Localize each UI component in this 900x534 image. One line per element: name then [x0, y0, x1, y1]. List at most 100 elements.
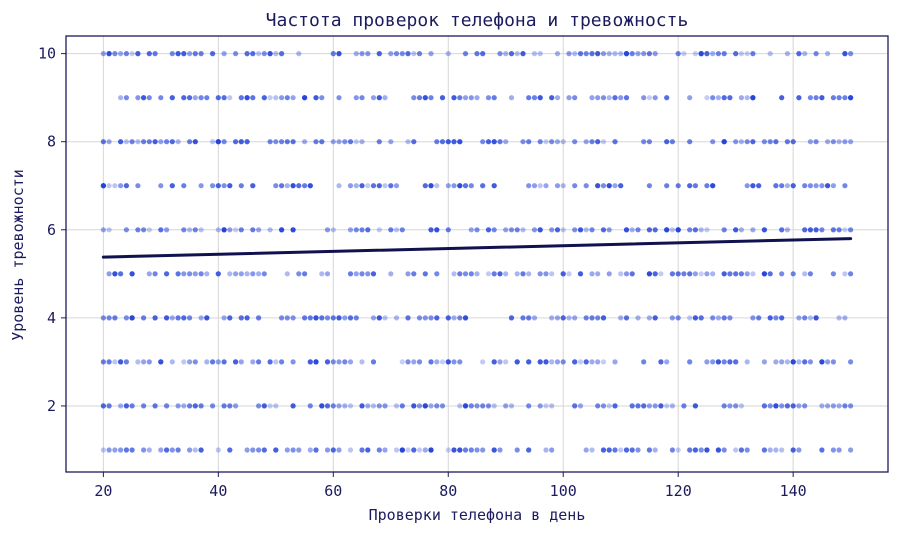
data-point — [508, 403, 515, 409]
data-point — [554, 51, 561, 57]
data-point — [106, 51, 112, 57]
data-point — [549, 139, 555, 145]
data-point — [790, 271, 796, 277]
data-point — [411, 447, 417, 453]
data-point — [807, 359, 814, 365]
data-point — [106, 403, 112, 409]
data-point — [600, 447, 607, 453]
data-point — [779, 95, 785, 101]
data-point — [261, 271, 267, 277]
data-point — [767, 315, 773, 321]
data-point — [635, 227, 641, 233]
data-point — [537, 271, 543, 277]
data-point — [181, 51, 187, 57]
data-point — [612, 95, 618, 101]
data-point — [779, 227, 785, 233]
data-point — [118, 183, 124, 189]
data-point — [141, 95, 147, 101]
data-point — [669, 271, 676, 277]
data-point — [353, 139, 359, 145]
data-point — [526, 359, 532, 365]
data-point — [468, 403, 474, 409]
data-point — [733, 227, 739, 233]
data-point — [491, 227, 497, 233]
data-point — [779, 227, 785, 233]
data-point — [761, 447, 768, 453]
data-point — [669, 403, 676, 409]
data-point — [204, 359, 210, 365]
data-point — [830, 271, 837, 277]
data-point — [807, 227, 814, 233]
data-point — [198, 95, 204, 101]
data-point — [526, 315, 532, 321]
data-point — [158, 227, 164, 233]
data-point — [250, 447, 256, 453]
data-point — [577, 403, 584, 409]
data-point — [146, 51, 152, 57]
data-point — [422, 95, 428, 101]
data-point — [296, 183, 302, 189]
data-point — [652, 227, 658, 233]
data-point — [704, 183, 710, 189]
data-point — [376, 403, 382, 409]
data-point — [612, 139, 618, 145]
data-point — [284, 447, 290, 453]
data-point — [158, 183, 164, 189]
data-point — [491, 139, 497, 145]
data-point — [112, 447, 118, 453]
data-point — [445, 359, 451, 365]
data-point — [658, 271, 664, 277]
data-point — [359, 139, 365, 145]
data-point — [474, 51, 480, 57]
data-point — [549, 447, 555, 453]
data-point — [411, 51, 417, 57]
data-point — [600, 359, 607, 365]
data-point — [238, 359, 244, 365]
data-point — [503, 403, 509, 409]
data-point — [652, 403, 658, 409]
data-point — [319, 403, 325, 409]
data-point — [457, 139, 463, 145]
data-point — [825, 51, 831, 57]
data-point — [146, 271, 152, 277]
data-point — [750, 183, 756, 189]
data-point — [422, 183, 428, 189]
data-point — [462, 183, 469, 189]
data-point — [658, 403, 664, 409]
data-point — [612, 403, 618, 409]
data-point — [687, 359, 693, 365]
data-point — [359, 271, 365, 277]
data-point — [290, 95, 296, 101]
data-point — [428, 447, 434, 453]
data-point — [773, 183, 779, 189]
data-point — [721, 227, 727, 233]
data-point — [123, 183, 129, 189]
data-point — [738, 139, 745, 145]
data-point — [796, 51, 802, 57]
data-point — [376, 315, 382, 321]
data-point — [687, 227, 693, 233]
data-point — [537, 95, 543, 101]
data-point — [175, 447, 181, 453]
data-point — [181, 227, 187, 233]
plot-frame — [65, 35, 889, 473]
data-point — [376, 51, 382, 57]
data-point — [290, 227, 296, 233]
data-point — [353, 183, 359, 189]
data-point — [848, 139, 854, 145]
data-point — [359, 447, 365, 453]
data-point — [646, 227, 653, 233]
data-point — [589, 359, 595, 365]
data-point — [595, 95, 601, 101]
data-point — [554, 227, 561, 233]
data-point — [750, 95, 756, 101]
data-point — [802, 227, 808, 233]
data-point — [784, 403, 791, 409]
data-point — [549, 359, 555, 365]
data-point — [123, 315, 129, 321]
data-point — [761, 139, 768, 145]
data-point — [784, 51, 791, 57]
data-point — [330, 51, 336, 57]
data-point — [692, 403, 699, 409]
data-point — [566, 95, 572, 101]
